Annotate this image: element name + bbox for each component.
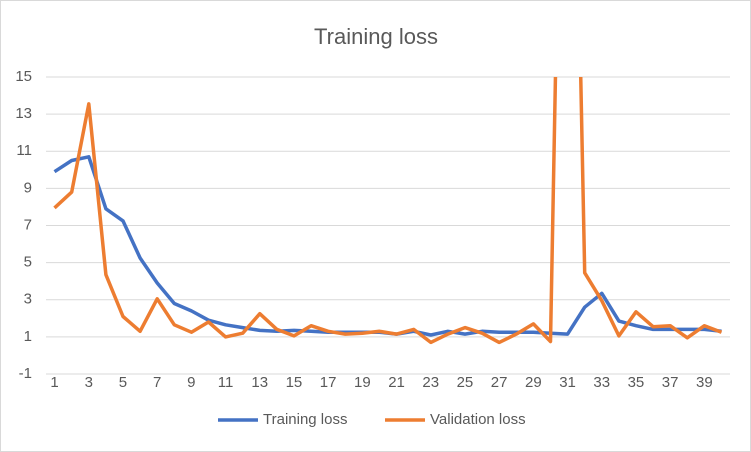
- y-tick-label: 15: [15, 68, 32, 85]
- x-tick-label: 33: [593, 374, 610, 391]
- legend-label: Training loss: [263, 411, 347, 428]
- x-tick-label: 23: [422, 374, 439, 391]
- x-tick-label: 9: [187, 374, 195, 391]
- y-tick-label: 7: [24, 216, 32, 233]
- x-tick-label: 1: [50, 374, 58, 391]
- x-tick-label: 19: [354, 374, 371, 391]
- x-tick-label: 7: [153, 374, 161, 391]
- x-tick-label: 39: [696, 374, 713, 391]
- x-tick-label: 31: [559, 374, 576, 391]
- series-line: [53, 77, 723, 345]
- x-tick-label: 5: [119, 374, 127, 391]
- x-tick-label: 37: [662, 374, 679, 391]
- x-tick-label: 27: [491, 374, 508, 391]
- x-tick-label: 13: [251, 374, 268, 391]
- x-tick-label: 3: [85, 374, 93, 391]
- legend-label: Validation loss: [430, 411, 526, 428]
- x-tick-label: 21: [388, 374, 405, 391]
- x-tick-label: 11: [218, 374, 234, 391]
- chart-title: Training loss: [314, 24, 438, 49]
- y-tick-label: 11: [16, 142, 32, 159]
- y-tick-label: 3: [24, 291, 32, 308]
- x-tick-label: 29: [525, 374, 542, 391]
- y-tick-label: 5: [24, 254, 32, 271]
- y-tick-label: 13: [15, 105, 32, 122]
- x-tick-label: 17: [320, 374, 337, 391]
- y-tick-label: -1: [19, 365, 32, 382]
- y-tick-label: 1: [24, 328, 32, 345]
- x-tick-label: 25: [457, 374, 474, 391]
- y-tick-label: 9: [24, 179, 32, 196]
- x-tick-label: 35: [628, 374, 645, 391]
- x-tick-label: 15: [286, 374, 303, 391]
